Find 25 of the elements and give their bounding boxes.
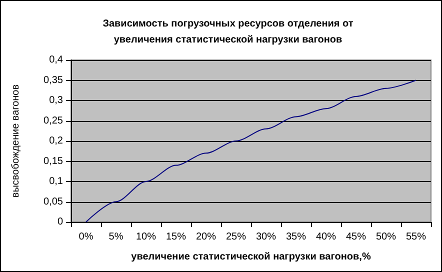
x-tick-label: 50% xyxy=(376,232,396,242)
x-tick-label: 5% xyxy=(108,232,124,242)
y-tick-label: 0 xyxy=(57,216,64,228)
y-tick-label: 0,15 xyxy=(44,156,64,167)
y-tick-label: 0,35 xyxy=(44,74,64,86)
y-tick-label: 0,1 xyxy=(49,176,64,187)
x-tick-label: 15% xyxy=(166,232,186,242)
x-tick-label: 55% xyxy=(406,232,426,242)
line-series xyxy=(86,80,416,222)
x-tick-label: 45% xyxy=(346,232,366,242)
x-tick-label: 35% xyxy=(286,232,306,242)
y-tick-label: 0,4 xyxy=(49,54,64,66)
x-tick-label: 25% xyxy=(226,232,246,242)
y-axis-title: высвобождение вагонов xyxy=(10,84,22,198)
x-tick-label: 0% xyxy=(78,232,94,242)
y-tick-label: 0,2 xyxy=(49,136,64,146)
y-tick-label: 0,3 xyxy=(49,95,64,106)
x-axis-title: увеличение статистической нагрузки вагонов,% xyxy=(131,252,371,262)
x-tick-label: 40% xyxy=(316,232,336,242)
x-tick-label: 20% xyxy=(196,232,216,242)
y-tick-label: 0,05 xyxy=(44,196,64,208)
x-tick-label: 30% xyxy=(256,232,276,242)
chart-title: Зависимость погрузочных ресурсов отделения от увеличения статистической нагрузки вагонов xyxy=(102,18,354,46)
x-tick-label: 10% xyxy=(136,232,156,242)
y-tick-label: 0,25 xyxy=(44,115,64,126)
